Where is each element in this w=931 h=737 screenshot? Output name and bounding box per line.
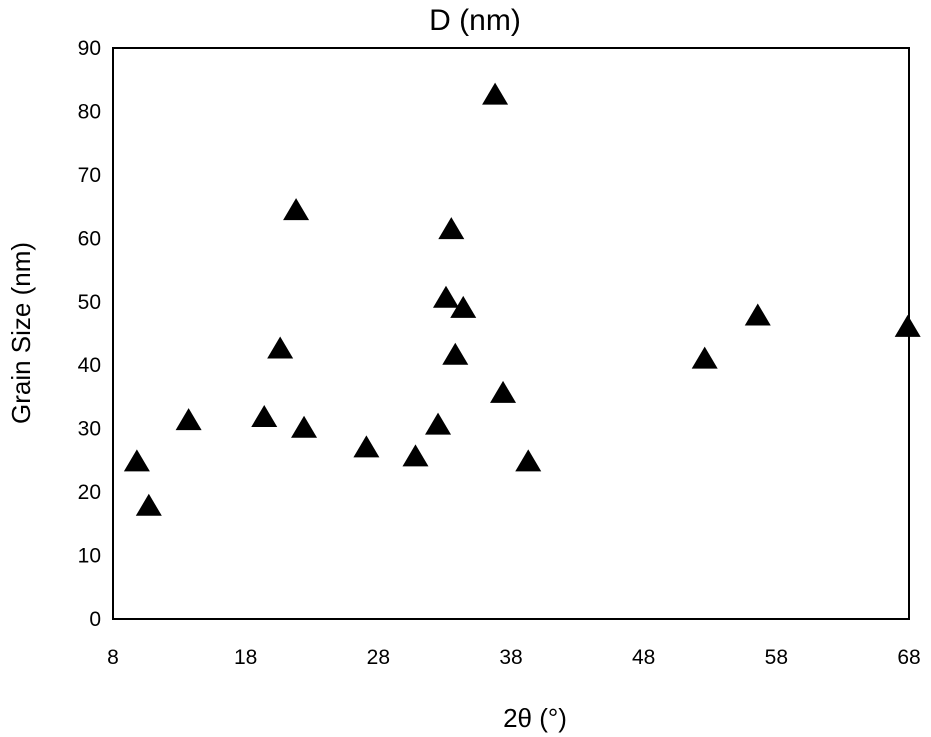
- y-tick-label: 10: [78, 545, 101, 568]
- data-point-triangle: [353, 435, 380, 458]
- y-tick-label: 30: [78, 418, 101, 441]
- data-point-triangle: [175, 408, 202, 431]
- data-point-triangle: [438, 217, 465, 240]
- data-point-triangle: [482, 82, 509, 105]
- y-tick-label: 40: [78, 354, 101, 377]
- data-point-triangle: [442, 342, 469, 365]
- data-point-triangle: [450, 295, 477, 318]
- x-tick-label: 18: [234, 646, 257, 669]
- y-tick-label: 0: [89, 608, 101, 631]
- y-tick-label: 20: [78, 481, 101, 504]
- data-point-triangle: [251, 404, 278, 427]
- data-point-triangle: [135, 493, 162, 516]
- data-point-triangle: [894, 314, 921, 337]
- x-tick-label: 38: [499, 646, 522, 669]
- y-tick-label: 70: [78, 164, 101, 187]
- data-points: [123, 82, 921, 516]
- y-axis-label: Grain Size (nm): [6, 242, 36, 424]
- x-tick-label: 58: [765, 646, 788, 669]
- chart-title: D (nm): [429, 4, 521, 37]
- x-axis-label: 2θ (°): [503, 703, 567, 733]
- data-point-triangle: [515, 449, 542, 472]
- data-point-triangle: [744, 303, 771, 326]
- y-tick-label: 80: [78, 100, 101, 123]
- data-point-triangle: [425, 412, 452, 435]
- data-point-triangle: [691, 346, 718, 369]
- y-axis-ticks: 0 10 20 30 40 50 60 70 80 90: [78, 37, 101, 631]
- data-point-triangle: [490, 380, 517, 403]
- y-tick-label: 60: [78, 227, 101, 250]
- data-point-triangle: [267, 336, 294, 359]
- plot-area-frame: [112, 47, 910, 620]
- data-point-triangle: [123, 449, 150, 472]
- data-point-triangle: [432, 285, 459, 308]
- y-tick-label: 50: [78, 291, 101, 314]
- x-tick-label: 68: [897, 646, 920, 669]
- y-tick-label: 90: [78, 37, 101, 60]
- data-point-triangle: [402, 444, 429, 467]
- x-tick-label: 48: [632, 646, 655, 669]
- x-tick-label: 28: [367, 646, 390, 669]
- data-point-triangle: [291, 415, 318, 438]
- x-axis-ticks: 8 18 28 38 48 58 68: [107, 646, 921, 669]
- data-point-triangle: [283, 198, 310, 221]
- x-tick-label: 8: [107, 646, 119, 669]
